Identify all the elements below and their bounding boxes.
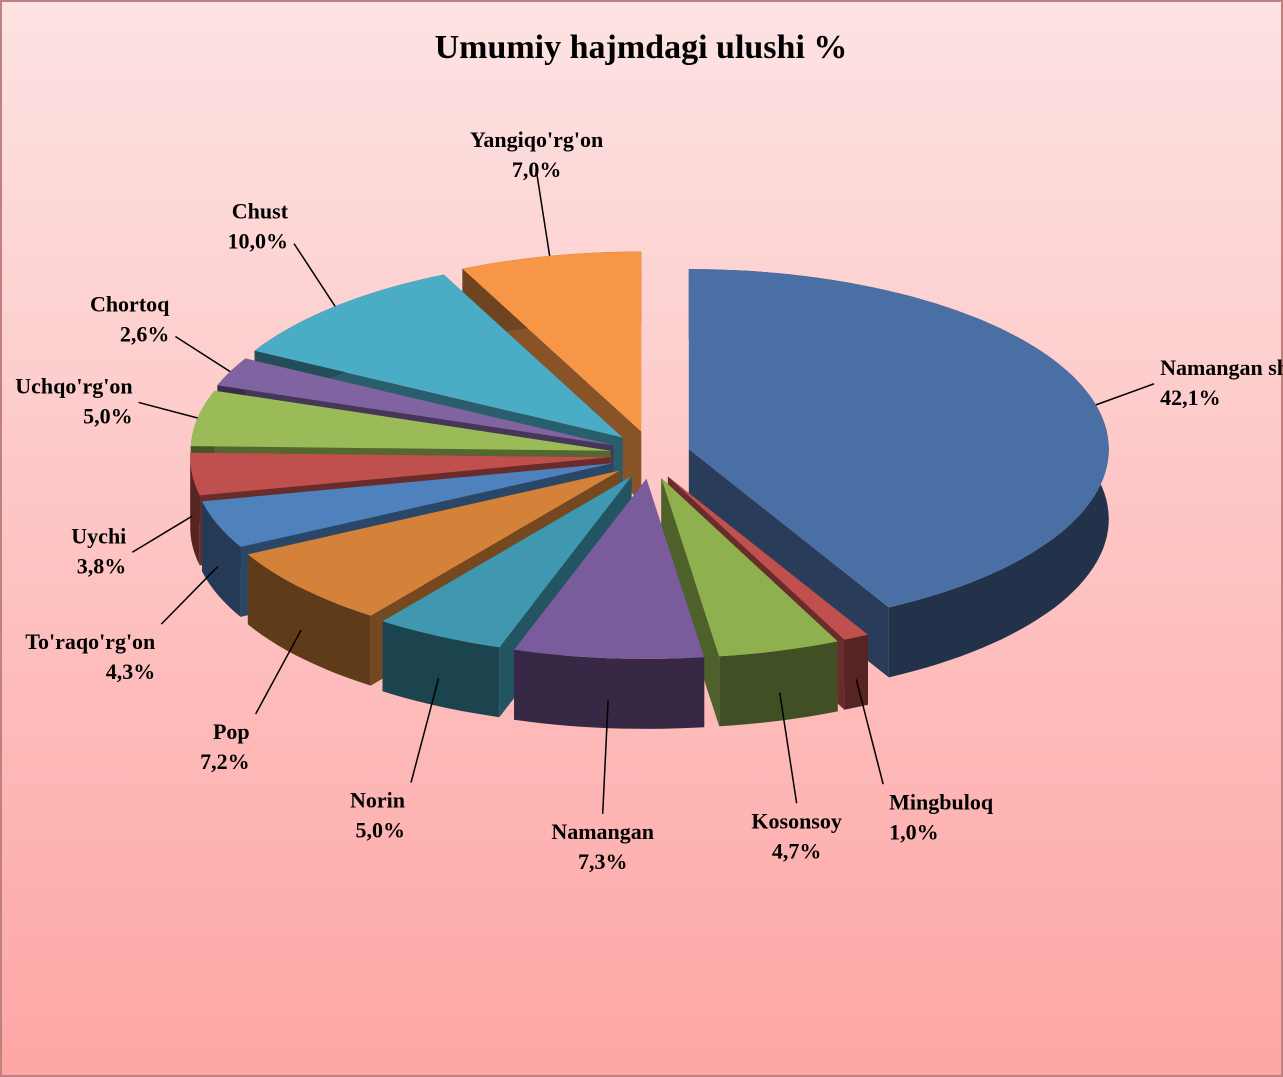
slice-side bbox=[844, 634, 868, 710]
value-label: 10,0% bbox=[228, 229, 289, 254]
leader-line bbox=[174, 335, 231, 373]
value-label: 4,3% bbox=[106, 659, 156, 684]
slice-label: Namangan sh bbox=[1160, 355, 1283, 380]
slice-side bbox=[719, 641, 838, 727]
leader-line bbox=[601, 700, 609, 814]
leader-line bbox=[131, 515, 193, 553]
leader-line bbox=[254, 629, 302, 715]
slice-label: Uchqo'rg'on bbox=[15, 373, 132, 398]
value-label: 7,3% bbox=[578, 849, 628, 874]
value-label: 7,2% bbox=[200, 749, 250, 774]
slice-side bbox=[247, 554, 371, 686]
slice-label: Pop bbox=[213, 719, 250, 744]
value-label: 1,0% bbox=[889, 819, 939, 844]
slice-side bbox=[661, 478, 720, 727]
slice bbox=[661, 478, 838, 657]
value-label: 7,0% bbox=[512, 157, 562, 182]
slice-side bbox=[190, 452, 200, 566]
leader-line bbox=[160, 566, 219, 625]
value-label: 5,0% bbox=[83, 403, 133, 428]
slice bbox=[254, 274, 623, 438]
value-label: 5,0% bbox=[356, 818, 406, 843]
slice bbox=[382, 476, 632, 648]
value-label: 42,1% bbox=[1160, 385, 1221, 410]
slice bbox=[217, 358, 614, 446]
slice bbox=[190, 390, 611, 451]
slice-side bbox=[514, 649, 705, 729]
slice-label: Yangiqo'rg'on bbox=[470, 127, 603, 152]
slice bbox=[667, 476, 868, 640]
slice bbox=[202, 463, 613, 547]
slice-label: Chortoq bbox=[90, 292, 170, 317]
chart-title: Umumiy hajmdagi ulushi % bbox=[435, 29, 848, 66]
slice-label: To'raqo'rg'on bbox=[25, 629, 155, 654]
value-label: 3,8% bbox=[77, 553, 127, 578]
leader-line bbox=[410, 677, 440, 783]
slice-side bbox=[382, 621, 500, 718]
slice bbox=[514, 478, 705, 659]
leader-line bbox=[778, 692, 798, 804]
slice bbox=[462, 251, 642, 432]
leader-line bbox=[855, 679, 884, 785]
slice bbox=[247, 470, 620, 616]
leader-line bbox=[1095, 383, 1155, 406]
slice-label: Mingbuloq bbox=[889, 789, 994, 814]
leader-line bbox=[535, 171, 551, 257]
slice bbox=[688, 269, 1109, 608]
slice-label: Uychi bbox=[71, 523, 126, 548]
slice-label: Namangan bbox=[551, 819, 654, 844]
slice-side bbox=[202, 501, 241, 617]
slice-label: Norin bbox=[350, 788, 405, 813]
slice-label: Kosonsoy bbox=[751, 808, 841, 833]
value-label: 2,6% bbox=[120, 322, 170, 347]
leader-line bbox=[293, 243, 336, 307]
slice bbox=[190, 452, 611, 496]
slice-label: Chust bbox=[232, 199, 289, 224]
value-label: 4,7% bbox=[772, 838, 822, 863]
leader-line bbox=[138, 401, 198, 419]
